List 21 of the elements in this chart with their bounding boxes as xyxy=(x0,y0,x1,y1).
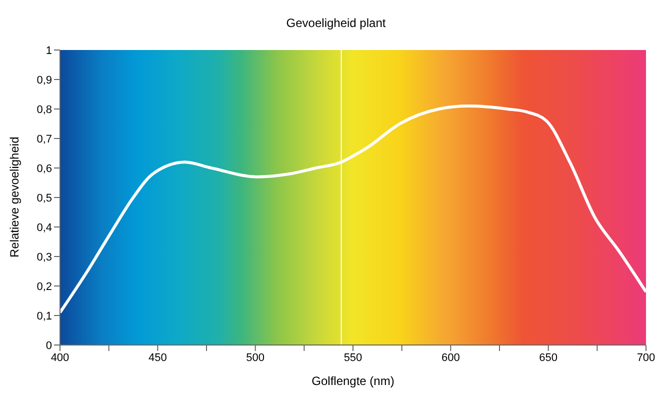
y-tick-label: 0,7 xyxy=(36,133,52,146)
x-tick-label: 650 xyxy=(539,352,558,364)
y-axis-title: Relatieve gevoeligheid xyxy=(7,136,22,258)
y-tick-label: 0,9 xyxy=(36,74,52,86)
x-tick-label: 450 xyxy=(148,352,167,364)
x-axis-title: Golflengte (nm) xyxy=(312,374,394,388)
chart-title: Gevoeligheid plant xyxy=(285,16,387,30)
x-tick-label: 600 xyxy=(441,352,460,364)
y-tick-label: 0,8 xyxy=(36,104,52,116)
y-tick-label: 0 xyxy=(46,340,52,352)
y-tick-label: 0,3 xyxy=(36,251,52,264)
y-tick-label: 0,4 xyxy=(36,222,52,234)
x-tick-label: 500 xyxy=(246,352,265,364)
y-tick-label: 1 xyxy=(46,44,52,57)
y-tick-label: 0,6 xyxy=(36,162,52,175)
y-tick-label: 0,1 xyxy=(36,310,52,322)
x-tick-label: 550 xyxy=(344,352,362,364)
y-tick-label: 0,2 xyxy=(36,280,52,293)
x-tick-label: 400 xyxy=(50,352,70,364)
y-tick-label: 0,5 xyxy=(36,192,52,204)
x-tick-label: 700 xyxy=(636,352,656,364)
